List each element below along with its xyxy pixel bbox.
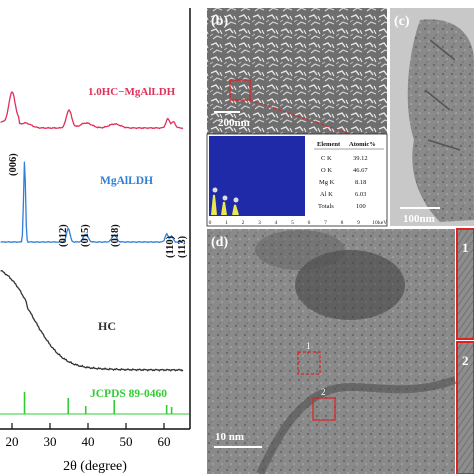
sem-scale-label: 200nm xyxy=(218,117,250,129)
peak-label-012: (012) xyxy=(58,224,69,247)
eds-tick-label: 9 xyxy=(357,220,360,226)
hc-mgalldh-pattern xyxy=(0,91,184,130)
eds-row-element: C K xyxy=(321,155,332,162)
jcpds-reference-lines xyxy=(0,392,189,415)
eds-row-value: 39.12 xyxy=(353,155,368,162)
sem-panel: (b) 200nm 0 1 2 3 4 5 6 7 8 9 10 keV Element Atomi… xyxy=(206,8,388,227)
eds-tick-label: 5 xyxy=(291,220,294,226)
peak-label-015: (015) xyxy=(80,224,91,247)
series-label-jcpds: JCPDS 89-0460 xyxy=(90,388,167,400)
eds-row-element: O K xyxy=(321,167,332,174)
inset-label-2: 2 xyxy=(462,353,469,368)
eds-tick-label: 7 xyxy=(324,220,327,226)
sem-image xyxy=(207,8,387,134)
eds-row-value: 6.03 xyxy=(355,191,366,198)
x-tick-label: 50 xyxy=(120,434,133,449)
panel-tag-c: (c) xyxy=(394,14,410,29)
peak-label-006: (006) xyxy=(8,153,19,176)
tem-layer-edges xyxy=(424,39,461,151)
eds-tick-label: 8 xyxy=(341,220,344,226)
region-box-1 xyxy=(297,351,321,375)
xrd-panel: 20 30 40 50 60 2θ (degree) 1.0HC−MgAlLDH MgA… xyxy=(0,8,191,474)
eds-row-element: Al K xyxy=(320,191,333,198)
region-label-1: 1 xyxy=(306,341,311,351)
eds-tick-label: 1 xyxy=(225,220,228,226)
lattice-inset-2 xyxy=(456,341,474,474)
tem-scale-label: 100nm xyxy=(403,213,435,225)
zoom-guide-line xyxy=(249,99,351,135)
eds-peak-marker xyxy=(233,197,239,203)
x-tick-label: 40 xyxy=(82,434,95,449)
hrtem-dark-region xyxy=(255,230,345,270)
x-tick-label: 60 xyxy=(158,434,171,449)
selected-area-box xyxy=(229,79,251,101)
peak-label-110: (110) xyxy=(165,235,176,258)
tem-panel: (c) 100nm xyxy=(390,8,474,226)
panel-tag-d: (d) xyxy=(211,235,228,250)
panel-tag-b: (b) xyxy=(211,14,228,29)
mgalldh-pattern xyxy=(0,161,184,244)
eds-row-element: Totals xyxy=(318,203,334,210)
x-ticks: 20 30 40 50 60 xyxy=(6,423,171,449)
lattice-insets: 1 2 xyxy=(456,228,474,474)
eds-row-value: 8.18 xyxy=(355,179,366,186)
eds-table: Element Atomic% C K 39.12 O K 46.67 Mg K… xyxy=(314,141,384,210)
hrtem-panel: 1 2 (d) 10 nm xyxy=(207,229,457,474)
peak-label-113: (113) xyxy=(177,235,188,258)
region-box-2 xyxy=(312,397,336,421)
eds-row-value: 100 xyxy=(356,203,366,210)
eds-tick-label: 6 xyxy=(308,220,311,226)
eds-header-element: Element xyxy=(317,141,341,148)
hrtem-edge xyxy=(256,376,457,474)
inset-label-1: 1 xyxy=(462,240,469,255)
eds-peak-marker xyxy=(222,195,228,201)
eds-tick-label: 0 xyxy=(209,220,212,226)
series-label-hc-mgalldh: 1.0HC−MgAlLDH xyxy=(88,86,176,98)
eds-tick-label: 2 xyxy=(242,220,245,226)
peak-label-018: (018) xyxy=(110,224,121,247)
eds-peaks xyxy=(211,194,239,216)
eds-axis-ticks: 0 1 2 3 4 5 6 7 8 9 10 xyxy=(209,220,378,226)
hrtem-dark-region xyxy=(295,250,405,320)
x-axis-label: 2θ (degree) xyxy=(63,459,127,474)
eds-tick-label: 10 xyxy=(372,220,378,226)
x-tick-label: 20 xyxy=(6,434,19,449)
eds-unit: keV xyxy=(378,220,387,226)
eds-header-atomic: Atomic% xyxy=(349,141,376,148)
series-label-mgalldh: MgAlLDH xyxy=(100,175,153,187)
x-tick-label: 30 xyxy=(44,434,57,449)
hc-pattern xyxy=(0,270,184,372)
region-label-2: 2 xyxy=(321,387,326,397)
eds-tick-label: 4 xyxy=(275,220,278,226)
hrtem-scale-label: 10 nm xyxy=(215,431,244,443)
series-label-hc: HC xyxy=(98,319,116,333)
eds-tick-label: 3 xyxy=(258,220,261,226)
tem-particle xyxy=(407,19,474,223)
eds-row-value: 46.67 xyxy=(353,167,368,174)
eds-row-element: Mg K xyxy=(319,179,335,186)
lattice-inset-1 xyxy=(456,228,474,340)
eds-peak-marker xyxy=(212,187,218,193)
